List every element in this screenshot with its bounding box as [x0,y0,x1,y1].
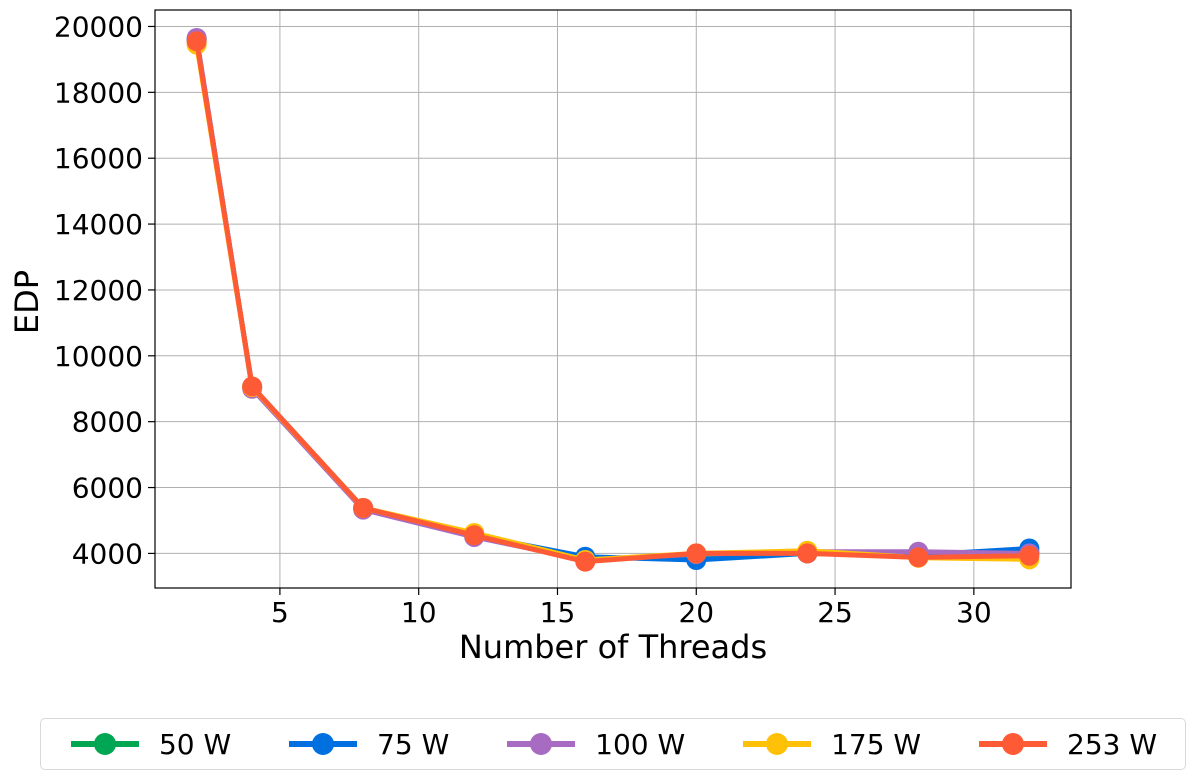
legend-swatch [979,733,1047,755]
y-tick-label: 12000 [54,274,143,307]
legend-item: 175 W [741,728,921,761]
series-line [194,39,1030,563]
y-tick-label: 4000 [72,537,143,570]
edp-line-chart: 5 10 15 20 25 30 4000 6000 8000 10000 12000 14000 1… [8,9,1072,666]
legend-swatch-marker [312,733,335,755]
legend-label: 75 W [377,727,450,761]
y-tick-label: 14000 [54,208,143,241]
data-point [353,497,374,518]
x-tick-label: 5 [271,596,289,629]
y-tick-label: 16000 [54,142,143,175]
series-100w [186,27,1040,571]
legend-label: 100 W [595,727,686,761]
data-point [186,31,207,52]
legend-swatch-marker [93,733,116,755]
legend-item: 253 W [977,728,1157,761]
y-tick-label: 18000 [54,76,143,109]
series-line [194,37,1030,563]
legend-item: 100 W [505,728,685,761]
legend-swatch [507,733,576,755]
x-tick-label: 20 [678,596,714,629]
x-tick-label: 30 [956,596,992,629]
legend: 50 W 75 W 100 W 175 W 253 W [40,718,1186,770]
data-point [797,543,818,564]
data-point [242,376,263,397]
series-line [194,39,1030,562]
y-tick-label: 6000 [72,472,143,505]
x-axis-ticks: 5 10 15 20 25 30 [271,588,992,629]
series-75w [186,29,1040,571]
series-line [194,44,1030,563]
x-tick-label: 25 [817,596,853,629]
y-tick-label: 8000 [72,406,143,439]
series-253w [186,31,1040,572]
data-point [1019,545,1040,566]
series-line [194,40,1030,565]
data-point [686,543,707,564]
series-50w [186,29,1040,570]
legend-label: 253 W [1067,727,1158,761]
legend-swatch [70,733,139,755]
legend-label: 50 W [158,727,232,761]
data-point [908,547,929,568]
plot-area-frame [154,9,1072,589]
legend-swatch-marker [1002,733,1024,755]
legend-swatch-marker [530,733,553,755]
gridlines [155,10,1071,588]
legend-swatch-marker [766,733,789,755]
legend-label: 175 W [831,727,922,761]
legend-item: 50 W [69,728,231,761]
legend-swatch [289,733,358,755]
x-tick-label: 15 [540,596,576,629]
legend-swatch [743,733,812,755]
legend-item: 75 W [287,728,449,761]
y-axis-label: EDP [8,270,46,334]
x-axis-label: Number of Threads [459,628,767,666]
series-175w [186,34,1040,571]
series-layer [186,27,1040,572]
data-point [575,551,596,572]
data-point [464,525,485,546]
y-tick-label: 20000 [54,10,143,43]
y-axis-ticks: 4000 6000 8000 10000 12000 14000 16000 18000 200… [54,10,155,570]
y-tick-label: 10000 [54,340,143,373]
x-tick-label: 10 [401,596,437,629]
